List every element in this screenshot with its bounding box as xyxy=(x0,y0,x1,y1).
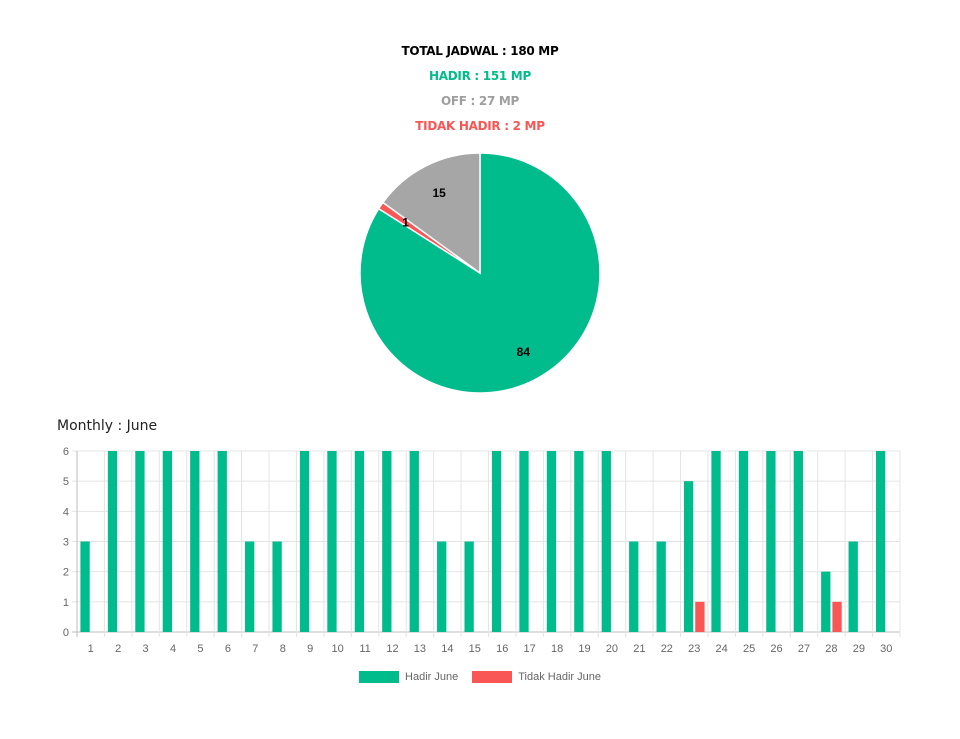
x-tick-label: 15 xyxy=(469,643,481,655)
x-tick-label: 29 xyxy=(853,643,865,655)
bar-hadir[interactable] xyxy=(683,481,694,632)
x-tick-label: 8 xyxy=(280,643,286,655)
total-jadwal-label: TOTAL JADWAL : 180 MP xyxy=(401,44,559,58)
x-tick-label: 17 xyxy=(524,643,536,655)
bar-tidak-hadir[interactable] xyxy=(695,601,705,632)
bar-hadir[interactable] xyxy=(327,451,337,632)
x-tick-label: 11 xyxy=(359,643,370,655)
bar-hadir[interactable] xyxy=(409,451,419,632)
bar-hadir[interactable] xyxy=(656,541,666,633)
bar-hadir[interactable] xyxy=(738,451,749,632)
x-tick-label: 16 xyxy=(496,643,508,655)
x-tick-label: 14 xyxy=(441,643,453,655)
x-tick-label: 4 xyxy=(170,643,176,655)
y-tick-label: 6 xyxy=(63,446,69,458)
x-tick-label: 20 xyxy=(606,643,618,655)
bar-hadir[interactable] xyxy=(629,541,639,633)
legend-swatch-hadir xyxy=(359,671,400,683)
x-tick-label: 27 xyxy=(798,643,810,655)
off-label: OFF : 27 MP xyxy=(440,94,520,108)
hadir-label: HADIR : 151 MP xyxy=(429,69,531,83)
y-tick-label: 0 xyxy=(63,627,69,639)
y-tick-label: 5 xyxy=(63,476,69,488)
x-tick-label: 10 xyxy=(331,643,343,655)
x-tick-label: 6 xyxy=(225,643,231,655)
x-tick-label: 24 xyxy=(716,643,728,655)
bar-hadir[interactable] xyxy=(107,451,118,632)
bar-hadir[interactable] xyxy=(793,451,803,632)
bar-hadir[interactable] xyxy=(190,451,200,632)
legend-label-tidak-hadir: Tidak Hadir June xyxy=(518,671,601,683)
x-tick-label: 7 xyxy=(252,643,258,655)
y-tick-label: 1 xyxy=(63,597,69,609)
legend-item-hadir[interactable]: Hadir June xyxy=(359,671,458,683)
x-tick-label: 2 xyxy=(115,643,121,655)
bar-hadir[interactable] xyxy=(354,451,365,632)
legend-item-tidak-hadir[interactable]: Tidak Hadir June xyxy=(472,671,601,683)
bar-hadir[interactable] xyxy=(546,451,557,632)
bar-hadir[interactable] xyxy=(574,451,584,632)
x-tick-label: 28 xyxy=(825,643,837,655)
x-tick-label: 5 xyxy=(197,643,203,655)
bar-hadir[interactable] xyxy=(299,451,310,632)
y-tick-label: 2 xyxy=(63,567,69,579)
x-tick-label: 1 xyxy=(88,643,94,655)
bar-hadir[interactable] xyxy=(437,541,447,633)
x-tick-label: 13 xyxy=(414,643,426,655)
pie-label-tidak-hadir: 1 xyxy=(402,215,409,229)
legend-label-hadir: Hadir June xyxy=(405,671,459,683)
y-tick-label: 4 xyxy=(63,506,69,518)
x-tick-label: 26 xyxy=(770,643,782,655)
bar-hadir[interactable] xyxy=(135,451,145,632)
pie-label-hadir: 84 xyxy=(517,345,531,359)
bar-hadir[interactable] xyxy=(519,451,529,632)
bar-hadir[interactable] xyxy=(848,541,858,633)
bar-hadir[interactable] xyxy=(821,571,831,632)
legend-swatch-tidak-hadir xyxy=(472,671,513,683)
bar-hadir[interactable] xyxy=(464,541,474,633)
bar-hadir[interactable] xyxy=(245,541,255,633)
x-tick-label: 3 xyxy=(143,643,149,655)
bar-hadir[interactable] xyxy=(491,451,502,632)
x-tick-label: 22 xyxy=(661,643,673,655)
x-tick-label: 12 xyxy=(386,643,398,655)
chart-legend: Hadir June Tidak Hadir June xyxy=(0,671,960,683)
x-tick-label: 25 xyxy=(743,643,755,655)
x-tick-label: 18 xyxy=(551,643,563,655)
bar-hadir[interactable] xyxy=(217,451,227,632)
x-tick-label: 9 xyxy=(307,643,313,655)
bar-hadir[interactable] xyxy=(272,541,282,633)
x-tick-label: 23 xyxy=(688,643,700,655)
bar-hadir[interactable] xyxy=(875,451,886,632)
bar-hadir[interactable] xyxy=(766,451,776,632)
x-tick-label: 30 xyxy=(880,643,892,655)
bar-hadir[interactable] xyxy=(601,451,611,632)
x-tick-label: 19 xyxy=(578,643,590,655)
bar-hadir[interactable] xyxy=(80,541,90,633)
bar-hadir[interactable] xyxy=(711,451,721,632)
pie-slice-off[interactable] xyxy=(381,152,481,275)
attendance-pie-chart: 84 1 15 xyxy=(359,152,601,394)
y-tick-label: 3 xyxy=(63,537,69,549)
bar-tidak-hadir[interactable] xyxy=(832,601,842,632)
tidak-hadir-label: TIDAK HADIR : 2 MP xyxy=(415,119,545,133)
bar-hadir[interactable] xyxy=(382,451,392,632)
x-tick-label: 21 xyxy=(633,643,645,655)
monthly-title: Monthly : June xyxy=(57,418,158,434)
bar-hadir[interactable] xyxy=(162,451,173,632)
pie-label-off: 15 xyxy=(432,186,446,200)
